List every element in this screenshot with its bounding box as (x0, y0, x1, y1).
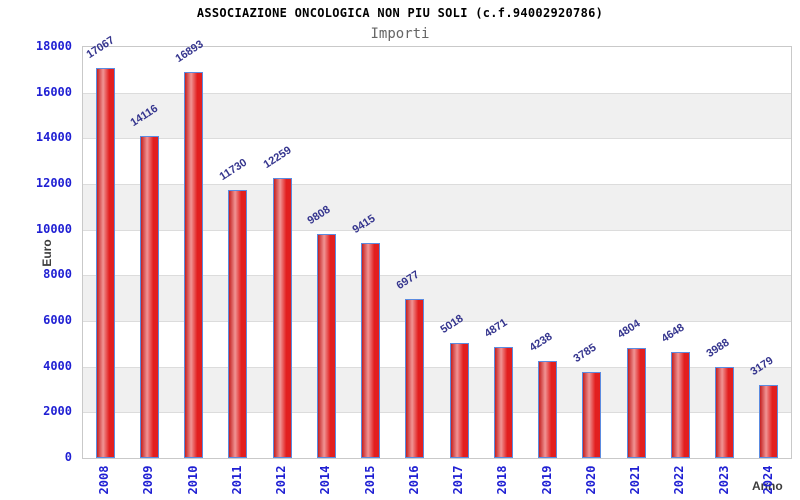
x-tick-label: 2017 (451, 465, 466, 495)
bar (759, 385, 779, 458)
bar (316, 234, 336, 458)
bar (626, 348, 646, 458)
y-tick-label: 10000 (35, 221, 72, 236)
y-tick-label: 6000 (43, 313, 72, 327)
y-tick-label: 16000 (35, 84, 72, 99)
y-tick-label: 18000 (35, 39, 72, 53)
gridline (83, 184, 791, 185)
gridline (83, 138, 791, 140)
x-tick-label: 2018 (495, 465, 510, 495)
bar (184, 72, 204, 458)
x-tick-label: 2009 (141, 465, 156, 495)
x-tick-label: 2020 (583, 465, 598, 495)
bar-value-label: 11730 (217, 156, 250, 184)
bar-value-label: 3988 (704, 336, 732, 360)
bar-value-label: 12259 (261, 144, 294, 172)
gridline (83, 366, 791, 368)
bar (670, 351, 690, 458)
bar (95, 68, 115, 458)
bar-value-label: 16893 (173, 38, 206, 66)
x-tick-label: 2019 (539, 465, 554, 495)
y-tick-label: 14000 (35, 130, 72, 145)
bar (582, 371, 602, 458)
x-tick-label: 2014 (318, 465, 333, 495)
bar (228, 190, 248, 458)
bar (715, 366, 735, 458)
bar-value-label: 4648 (659, 321, 687, 345)
x-tick-label: 2021 (628, 465, 643, 495)
bar (493, 346, 513, 458)
gridline (83, 275, 791, 277)
bar (449, 343, 469, 458)
x-tick-label: 2010 (185, 465, 200, 495)
x-tick-label: 2012 (274, 465, 289, 495)
x-tick-label: 2016 (406, 465, 421, 495)
bar (272, 178, 292, 458)
x-tick-label: 2011 (229, 465, 244, 495)
y-tick-label: 4000 (43, 358, 72, 373)
bar (538, 361, 558, 458)
x-tick-label: 2015 (362, 465, 377, 495)
x-tick-label: 2024 (760, 465, 775, 495)
x-axis-title: Anno (752, 479, 783, 493)
bar (139, 135, 159, 458)
chart-title: ASSOCIAZIONE ONCOLOGICA NON PIU SOLI (c.… (196, 6, 604, 20)
x-tick-label: 2022 (672, 465, 687, 495)
plot-area: 17067 14116 16893 11730 12259 9808 9415 6977 501… (82, 35, 792, 459)
gridline (83, 321, 791, 322)
gridline (83, 92, 791, 94)
bar-value-label: 3785 (571, 341, 599, 365)
y-tick-label: 0 (64, 450, 72, 464)
y-tick-label: 12000 (35, 176, 72, 190)
gridline (83, 229, 791, 231)
bar-value-label: 4238 (527, 330, 555, 355)
bar (361, 243, 381, 458)
x-tick-label: 2023 (716, 465, 731, 495)
y-tick-label: 8000 (43, 267, 72, 282)
gridline (83, 412, 791, 414)
bar (405, 298, 425, 458)
y-tick-label: 2000 (43, 404, 72, 419)
x-tick-label: 2008 (97, 465, 112, 495)
chart-subtitle: Importi (370, 26, 430, 42)
